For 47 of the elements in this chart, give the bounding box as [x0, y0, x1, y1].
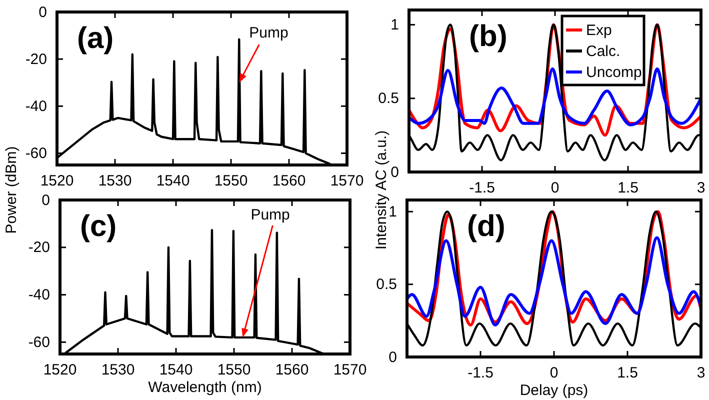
x-tick-label: 1.5 [618, 180, 638, 197]
x-tick-label: 1560 [272, 172, 306, 190]
x-tick-label: 1570 [333, 362, 367, 379]
y-tick-label: 0.5 [378, 90, 399, 108]
chart-title: (b) [469, 20, 508, 53]
chart-title: (d) [467, 210, 506, 243]
annotation: Pump [249, 24, 288, 42]
x-tick-label: 1540 [156, 172, 190, 190]
x-tick-label: 1.5 [617, 364, 638, 382]
x-tick-label: 1550 [217, 362, 251, 379]
x-tick-label: -1.5 [468, 364, 494, 382]
y-tick-label: 0 [42, 192, 50, 209]
x-tick-label: 1540 [159, 362, 193, 379]
y-tick-label: 1 [388, 203, 397, 220]
y-tick-label: 0 [388, 348, 397, 366]
y-tick-label: -40 [25, 98, 47, 115]
legend-label: Calc. [586, 43, 620, 60]
y-tick-label: -60 [25, 145, 47, 162]
line-series [409, 67, 701, 126]
x-tick-label: 3 [696, 364, 706, 382]
y-tick-label: 0 [38, 4, 47, 21]
chart-title: (a) [77, 22, 114, 55]
y-tick-label: 1 [390, 16, 399, 34]
legend-label: Exp [586, 22, 612, 39]
x-tick-label: 1550 [214, 172, 248, 190]
x-tick-label: 1560 [275, 362, 309, 379]
x-tick-label: 0 [550, 364, 558, 382]
annotation: Pump [250, 206, 290, 224]
x-tick-label: 3 [696, 180, 706, 197]
y-tick-label: 0.5 [376, 276, 397, 294]
y-axis-title: Intensity AC (a.u.) [373, 130, 390, 250]
y-tick-label: -20 [25, 50, 47, 68]
x-axis-title: Wavelength (nm) [148, 379, 262, 396]
chart-title: (c) [80, 210, 117, 243]
x-tick-label: 1530 [101, 362, 135, 379]
x-tick-label: 0 [550, 180, 560, 197]
x-tick-label: 1520 [40, 172, 74, 190]
y-tick-label: -60 [28, 334, 50, 351]
y-tick-label: -20 [28, 239, 50, 256]
y-tick-label: -40 [28, 286, 50, 304]
x-tick-label: 1520 [43, 362, 77, 379]
legend-label: Uncomp [586, 64, 642, 81]
x-tick-label: 1530 [98, 172, 132, 190]
x-tick-label: -1.5 [469, 180, 495, 197]
y-axis-title: Power (dBm) [3, 146, 20, 234]
x-axis-title: Delay (ps) [520, 382, 588, 399]
x-tick-label: 1570 [330, 172, 364, 190]
